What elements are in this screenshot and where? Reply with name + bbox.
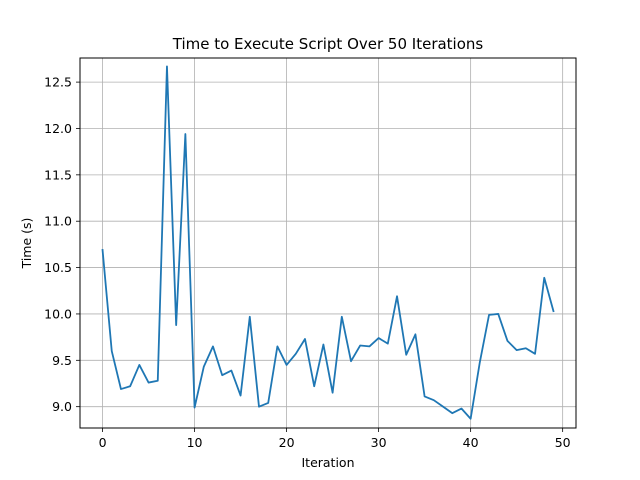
y-tick-label: 9.0	[52, 399, 72, 414]
series-layer	[101, 65, 555, 420]
y-tick-label: 12.0	[44, 121, 72, 136]
x-tick-label: 0	[99, 435, 107, 450]
y-tick-label: 9.5	[52, 353, 72, 368]
y-tick-label: 11.0	[44, 214, 72, 229]
series-line	[101, 65, 555, 420]
y-tick-label: 12.5	[44, 75, 72, 90]
x-tick-label: 20	[279, 435, 295, 450]
y-tick-label: 10.5	[44, 260, 72, 275]
y-axis: 9.0 9.5 10.0 10.5 11.0 11.5 12.0 12.5	[44, 75, 80, 414]
plot-frame	[79, 57, 577, 429]
x-tick-label: 30	[371, 435, 387, 450]
chart-title: Time to Execute Script Over 50 Iteration…	[172, 35, 484, 53]
x-axis: 0 10 20 30 40 50	[99, 428, 571, 450]
y-axis-title: Time (s)	[19, 218, 34, 270]
x-tick-label: 50	[555, 435, 571, 450]
x-tick-label: 10	[187, 435, 203, 450]
y-tick-label: 10.0	[44, 306, 72, 321]
x-axis-title: Iteration	[301, 455, 354, 470]
y-tick-label: 11.5	[44, 167, 72, 182]
x-tick-label: 40	[463, 435, 479, 450]
